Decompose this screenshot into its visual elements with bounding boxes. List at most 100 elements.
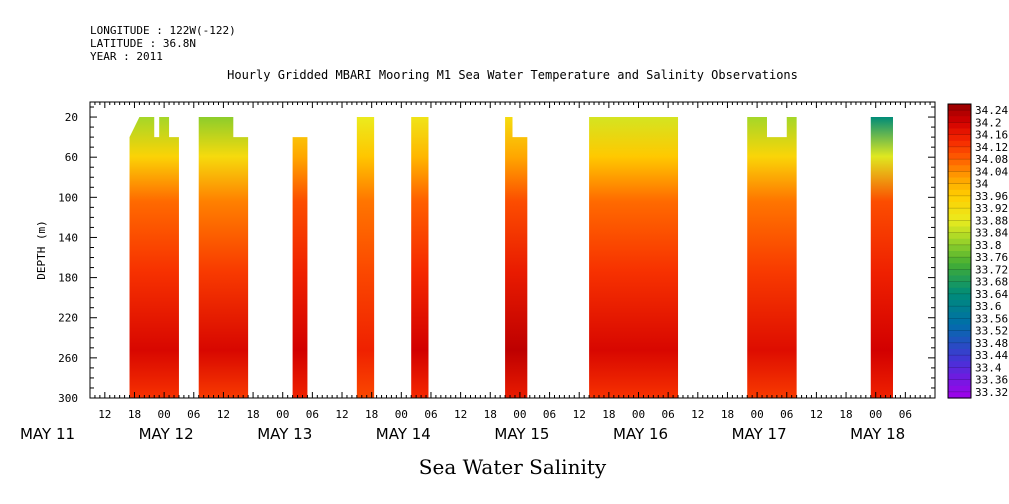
x-tick-label: 18	[602, 408, 615, 421]
colorbar-label: 33.4	[975, 361, 1002, 374]
colorbar-swatch	[948, 171, 971, 179]
data-segment	[129, 117, 179, 399]
x-tick-label: 00	[157, 408, 170, 421]
colorbar-swatch	[948, 153, 971, 160]
x-tick-label: 12	[217, 408, 230, 421]
x-tick-label: 12	[691, 408, 704, 421]
colorbar-swatch	[948, 263, 971, 270]
colorbar-swatch	[948, 367, 971, 375]
colorbar-swatch	[948, 287, 971, 295]
plot-frame	[89, 101, 936, 399]
colorbar-swatch	[948, 214, 971, 221]
metadata-header: LONGITUDE : 122W(-122) LATITUDE : 36.8N …	[90, 24, 236, 63]
y-tick-label: 140	[58, 231, 78, 244]
colorbar-label: 33.84	[975, 227, 1008, 240]
colorbar-swatch	[948, 195, 971, 203]
colorbar-swatch	[948, 281, 971, 289]
x-tick-label: 00	[869, 408, 882, 421]
colorbar-label: 34.04	[975, 165, 1008, 178]
colorbar-swatch	[948, 104, 971, 111]
x-axis-title: Sea Water Salinity	[418, 455, 607, 479]
colorbar-label: 33.32	[975, 386, 1008, 399]
colorbar-swatch	[948, 202, 971, 209]
colorbar-label: 34.24	[975, 104, 1008, 117]
colorbar-swatch	[948, 355, 971, 362]
colorbar-label: 33.8	[975, 239, 1002, 252]
x-tick-label: 06	[306, 408, 319, 421]
colorbar-swatch	[948, 342, 971, 350]
data-segment	[505, 117, 528, 399]
y-tick-label: 20	[65, 111, 78, 124]
colorbar-label: 33.36	[975, 374, 1008, 387]
colorbar-swatch	[948, 220, 971, 228]
x-tick-label: 00	[276, 408, 289, 421]
colorbar-swatch	[948, 232, 971, 240]
colorbar-swatch	[948, 122, 971, 130]
y-tick-label: 220	[58, 312, 78, 325]
colorbar-swatch	[948, 177, 971, 185]
x-day-label: MAY 17	[732, 425, 787, 443]
data-segment	[870, 117, 893, 399]
colorbar-label: 33.92	[975, 202, 1008, 215]
colorbar-swatch	[948, 183, 971, 191]
colorbar-label: 34.08	[975, 153, 1008, 166]
x-tick-label: 12	[335, 408, 348, 421]
y-tick-label: 100	[58, 191, 78, 204]
colorbar-swatch	[948, 312, 971, 319]
y-tick-label: 60	[65, 151, 78, 164]
x-tick-label: 18	[365, 408, 378, 421]
colorbar-swatch	[948, 165, 971, 172]
x-tick-label: 06	[662, 408, 675, 421]
colorbar-label: 33.76	[975, 251, 1008, 264]
x-tick-label: 18	[246, 408, 259, 421]
y-tick-label: 260	[58, 352, 78, 365]
colorbar-label: 34.16	[975, 129, 1008, 142]
data-segment	[589, 117, 679, 399]
data-segment	[411, 117, 429, 399]
y-axis-label: DEPTH (m)	[35, 220, 48, 280]
colorbar-label: 33.48	[975, 337, 1008, 350]
colorbar-label: 33.6	[975, 300, 1002, 313]
colorbar-label: 34.2	[975, 116, 1002, 129]
data-segment	[356, 117, 375, 399]
x-day-label: MAY 14	[376, 425, 431, 443]
x-day-label: MAY 11	[20, 425, 75, 443]
colorbar-swatch	[948, 244, 971, 252]
x-tick-label: 12	[454, 408, 467, 421]
longitude-label: LONGITUDE : 122W(-122)	[90, 24, 236, 37]
x-day-label: MAY 16	[613, 425, 668, 443]
colorbar-label: 34	[975, 178, 989, 191]
colorbar-swatch	[948, 300, 971, 307]
y-tick-label: 180	[58, 272, 78, 285]
colorbar-label: 33.88	[975, 214, 1008, 227]
colorbar-label: 33.96	[975, 190, 1008, 203]
data-segment	[198, 117, 249, 399]
colorbar-swatch	[948, 208, 971, 215]
x-tick-label: 00	[395, 408, 408, 421]
colorbar-swatch	[948, 134, 971, 142]
colorbar-frame	[947, 103, 972, 399]
colorbar-swatch	[948, 116, 971, 123]
x-tick-label: 06	[899, 408, 912, 421]
colorbar-swatch	[948, 269, 971, 277]
x-tick-label: 18	[839, 408, 852, 421]
colorbar-label: 33.56	[975, 312, 1008, 325]
x-day-label: MAY 18	[850, 425, 905, 443]
x-tick-label: 00	[632, 408, 645, 421]
colorbar-swatch	[948, 361, 971, 368]
x-day-label: MAY 13	[257, 425, 312, 443]
colorbar-swatch	[948, 110, 971, 117]
x-day-label: MAY 15	[494, 425, 549, 443]
x-tick-label: 12	[810, 408, 823, 421]
colorbar-swatch	[948, 330, 971, 338]
colorbar-swatch	[948, 140, 971, 148]
x-tick-label: 18	[721, 408, 734, 421]
colorbar-swatch	[948, 226, 971, 234]
chart-title: Hourly Gridded MBARI Mooring M1 Sea Wate…	[227, 68, 798, 82]
x-tick-label: 12	[98, 408, 111, 421]
colorbar-swatch	[948, 373, 971, 381]
colorbar-swatch	[948, 385, 971, 393]
colorbar-label: 33.52	[975, 325, 1008, 338]
colorbar-swatch	[948, 189, 971, 197]
colorbar-swatch	[948, 324, 971, 332]
